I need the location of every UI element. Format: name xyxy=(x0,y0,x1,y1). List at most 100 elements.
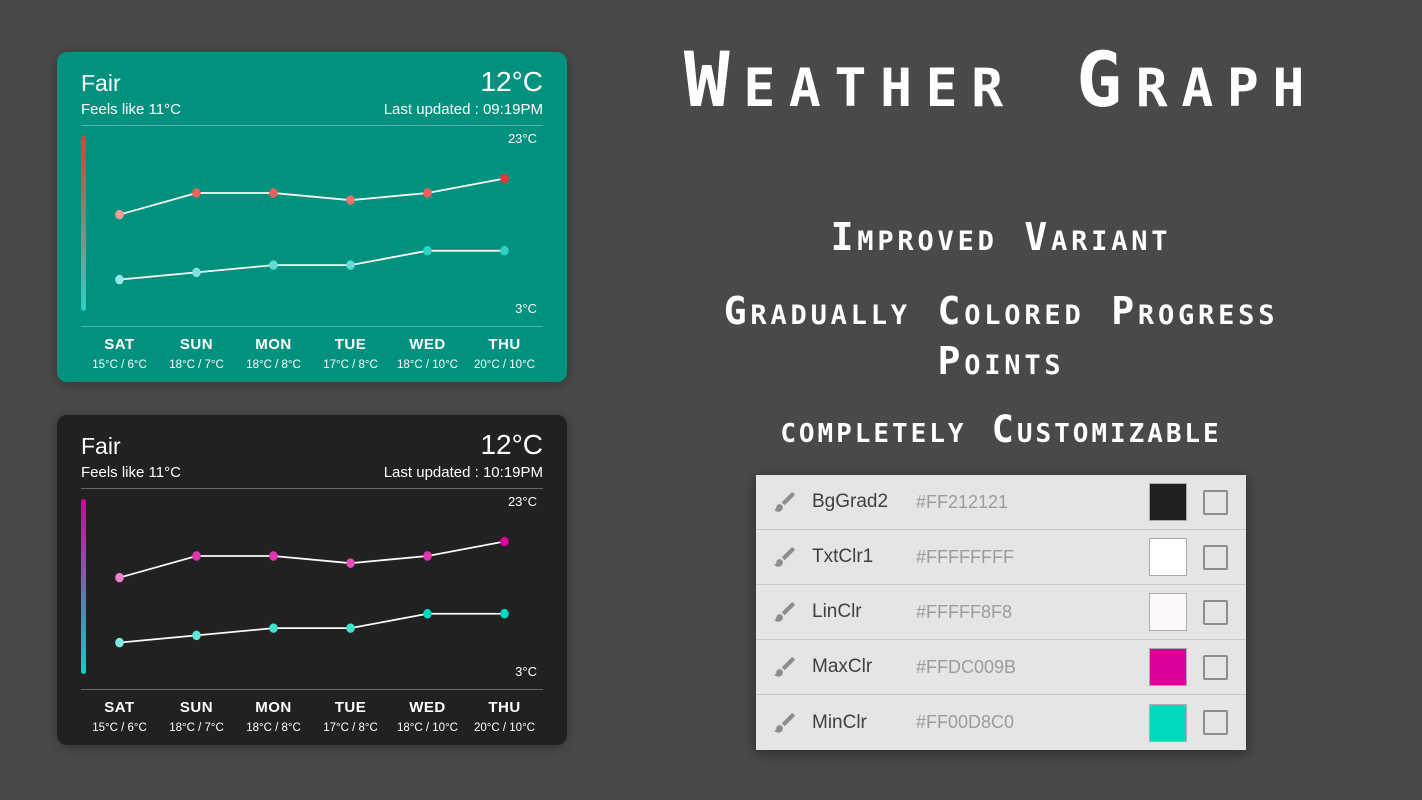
color-swatch[interactable] xyxy=(1149,538,1187,577)
max-data-point xyxy=(500,536,509,547)
last-updated-label: Last updated : 09:19PM xyxy=(383,101,543,118)
chart-divider xyxy=(81,689,543,690)
checkbox[interactable] xyxy=(1203,710,1228,736)
day-temps: 18°C / 10°C xyxy=(397,359,458,371)
max-data-point xyxy=(192,188,201,198)
min-axis-label: 3°C xyxy=(515,664,537,679)
setting-hex-value: #FF00D8C0 xyxy=(916,712,1015,733)
checkbox[interactable] xyxy=(1203,489,1228,515)
max-data-point xyxy=(346,558,355,568)
tagline-improved-variant: Improved Variant xyxy=(830,214,1172,259)
setting-label: MaxClr xyxy=(812,656,873,678)
paintbrush-icon xyxy=(772,654,798,680)
day-name: TUE xyxy=(334,699,367,716)
day-name: MON xyxy=(255,699,292,716)
tagline-customizable: completely Customizable xyxy=(780,408,1222,452)
min-data-point xyxy=(115,274,124,285)
header-divider xyxy=(81,125,543,126)
temperature-chart-area: 23°C 3°C xyxy=(81,491,543,682)
color-setting-row-txtclr1[interactable]: TxtClr1 #FFFFFFFF xyxy=(756,530,1246,586)
min-data-point xyxy=(192,267,201,278)
checkbox[interactable] xyxy=(1203,654,1228,680)
last-updated-label: Last updated : 10:19PM xyxy=(383,464,543,481)
setting-hex-value: #FF212121 xyxy=(916,491,1009,512)
header-divider xyxy=(81,488,543,489)
day-temps: 15°C / 6°C xyxy=(92,359,147,371)
current-temp: 12°C xyxy=(480,429,543,460)
temperature-line-chart xyxy=(115,173,509,285)
current-temp: 12°C xyxy=(480,66,543,97)
day-column: THU 20°C / 10°C xyxy=(466,699,543,734)
color-setting-row-maxclr[interactable]: MaxClr #FFDC009B xyxy=(756,640,1246,696)
day-temps: 18°C / 7°C xyxy=(169,359,224,371)
day-name: WED xyxy=(409,699,446,716)
max-data-point xyxy=(500,173,509,184)
max-data-point xyxy=(269,551,278,561)
setting-label: BgGrad2 xyxy=(812,491,889,513)
color-swatch[interactable] xyxy=(1149,703,1187,742)
chart-divider xyxy=(81,326,543,327)
color-settings-panel: BgGrad2 #FF212121 TxtClr1 #FFFFFFFF LinC… xyxy=(756,475,1246,751)
color-setting-row-minclr[interactable]: MinClr #FF00D8C0 xyxy=(756,695,1246,750)
checkbox[interactable] xyxy=(1203,599,1228,625)
temperature-gradient-bar xyxy=(81,136,86,311)
min-data-point xyxy=(346,623,355,633)
temperature-gradient-bar xyxy=(81,499,86,674)
max-data-point xyxy=(115,209,124,220)
day-name: SAT xyxy=(104,699,135,716)
min-temp-line xyxy=(119,249,505,281)
tagline-progress-points: Gradually Colored Progress Points xyxy=(723,288,1279,384)
min-data-point xyxy=(269,260,278,270)
min-data-point xyxy=(346,260,355,270)
color-swatch[interactable] xyxy=(1149,593,1187,632)
condition-label: Fair xyxy=(81,433,121,459)
min-data-point xyxy=(269,623,278,633)
setting-hex-value: #FFDC009B xyxy=(916,656,1017,677)
max-data-point xyxy=(192,551,201,561)
day-name: THU xyxy=(488,699,521,716)
min-data-point xyxy=(423,608,432,619)
min-data-point xyxy=(423,245,432,256)
max-data-point xyxy=(115,572,124,583)
day-temps: 18°C / 7°C xyxy=(169,722,224,734)
checkbox[interactable] xyxy=(1203,544,1228,570)
app-title: Weather Graph xyxy=(683,35,1319,124)
min-data-point xyxy=(192,630,201,641)
day-column: TUE 17°C / 8°C xyxy=(312,699,389,734)
paintbrush-icon xyxy=(772,489,798,515)
day-temps: 20°C / 10°C xyxy=(474,722,535,734)
setting-hex-value: #FFFFFFFF xyxy=(916,546,1014,567)
day-name: THU xyxy=(488,336,521,353)
paintbrush-icon xyxy=(772,544,798,570)
temperature-line-chart xyxy=(115,536,509,648)
day-temps: 18°C / 8°C xyxy=(246,722,301,734)
feels-like-label: Feels like 11°C xyxy=(81,464,181,481)
max-data-point xyxy=(346,195,355,205)
day-name: SUN xyxy=(179,336,214,353)
max-data-point xyxy=(423,188,432,198)
day-column: TUE 17°C / 8°C xyxy=(312,336,389,371)
day-temps: 20°C / 10°C xyxy=(474,359,535,371)
color-setting-row-bggrad2[interactable]: BgGrad2 #FF212121 xyxy=(756,475,1246,531)
day-temps: 17°C / 8°C xyxy=(323,722,378,734)
max-axis-label: 23°C xyxy=(507,494,537,509)
day-temps: 18°C / 8°C xyxy=(246,359,301,371)
min-axis-label: 3°C xyxy=(515,301,537,316)
max-axis-label: 23°C xyxy=(507,131,537,146)
day-column: SAT 15°C / 6°C xyxy=(81,336,158,371)
color-swatch[interactable] xyxy=(1149,648,1187,687)
widget-header: Fair 12°C Feels like 11°C Last updated :… xyxy=(81,429,543,481)
temperature-chart-area: 23°C 3°C xyxy=(81,128,543,319)
day-column: MON 18°C / 8°C xyxy=(235,699,312,734)
day-column: SAT 15°C / 6°C xyxy=(81,699,158,734)
day-name: SUN xyxy=(179,699,214,716)
max-temp-line xyxy=(119,177,505,216)
color-setting-row-linclr[interactable]: LinClr #FFFFF8F8 xyxy=(756,585,1246,641)
forecast-days-row: SAT 15°C / 6°C SUN 18°C / 7°C MON 18°C / 8°C T… xyxy=(81,327,543,374)
color-swatch[interactable] xyxy=(1149,483,1187,522)
max-temp-line xyxy=(119,540,505,579)
day-name: WED xyxy=(409,336,446,353)
paintbrush-icon xyxy=(772,599,798,625)
condition-label: Fair xyxy=(81,70,121,96)
setting-hex-value: #FFFFF8F8 xyxy=(916,601,1013,622)
